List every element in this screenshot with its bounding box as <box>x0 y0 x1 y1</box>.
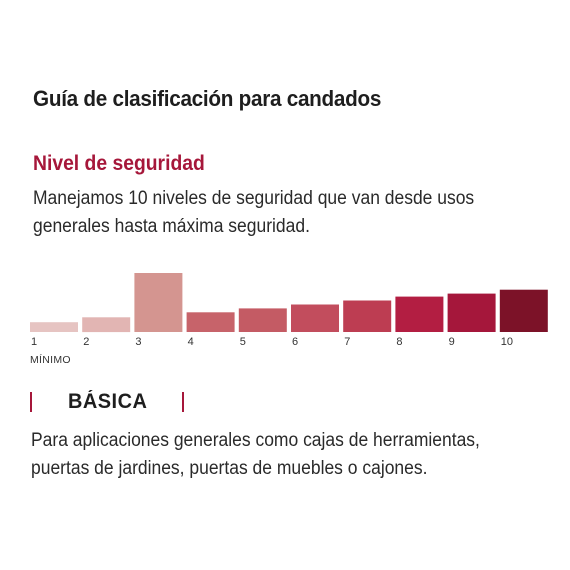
tick-label-5: 5 <box>239 336 246 348</box>
tick-label-6: 6 <box>292 336 299 348</box>
minimum-label: MÍNIMO <box>30 354 71 366</box>
tick-label-10: 10 <box>500 336 514 348</box>
bar-level-2 <box>82 317 131 333</box>
bar-level-3 <box>134 273 183 332</box>
bar-level-7 <box>343 300 392 332</box>
bar-level-8 <box>395 296 444 332</box>
section-description: Manejamos 10 niveles de seguridad que va… <box>33 185 474 241</box>
tick-label-4: 4 <box>187 336 194 348</box>
level-left-marker <box>30 392 32 412</box>
bar-level-6 <box>291 304 339 332</box>
tick-label-8: 8 <box>396 336 403 348</box>
level-name: BÁSICA <box>68 390 148 413</box>
tick-label-7: 7 <box>344 336 351 348</box>
tick-label-1: 1 <box>31 336 38 348</box>
bar-level-5 <box>238 308 287 332</box>
bar-level-10 <box>499 289 548 332</box>
tick-label-3: 3 <box>135 336 142 348</box>
level-description-line-1: Para aplicaciones generales como cajas d… <box>31 430 480 451</box>
bar-level-9 <box>447 293 496 332</box>
level-description: Para aplicaciones generales como cajas d… <box>31 427 480 483</box>
level-right-marker <box>182 392 184 412</box>
section-description-line-2: generales hasta máxima seguridad. <box>33 216 310 237</box>
section-heading: Nivel de seguridad <box>33 152 205 175</box>
bar-level-4 <box>186 312 235 332</box>
page-title: Guía de clasificación para candados <box>33 86 382 111</box>
level-description-line-2: puertas de jardines, puertas de muebles … <box>31 458 428 479</box>
tick-label-2: 2 <box>83 336 90 348</box>
section-description-line-1: Manejamos 10 niveles de seguridad que va… <box>33 188 475 209</box>
tick-label-9: 9 <box>448 336 455 348</box>
bar-level-1 <box>30 322 78 332</box>
